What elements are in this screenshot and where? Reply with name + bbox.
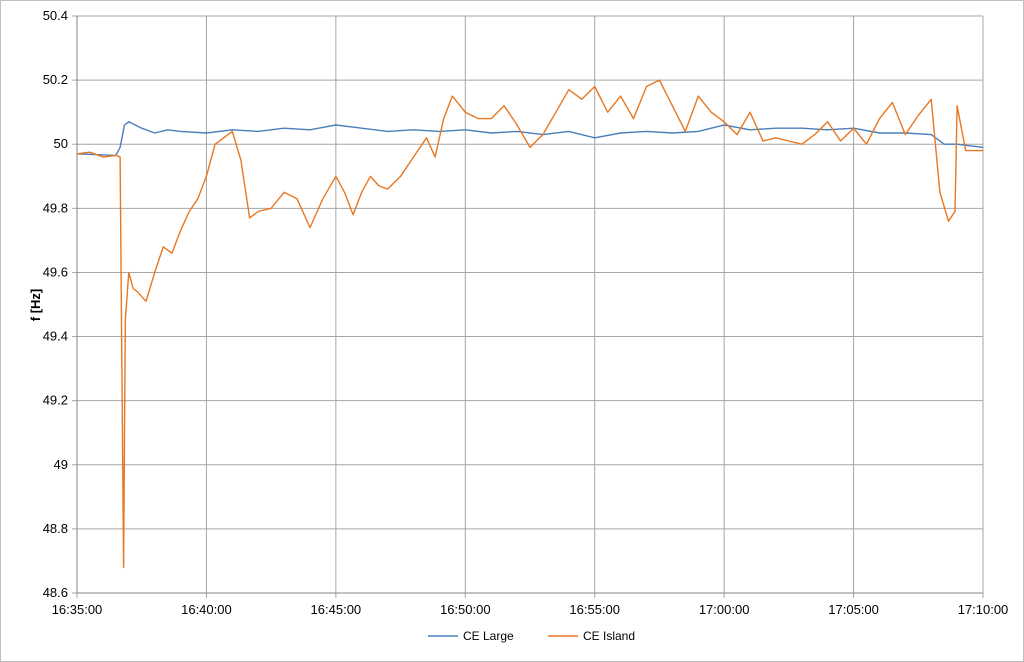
legend-label: CE Large (463, 629, 514, 643)
y-tick-label: 49.4 (43, 329, 68, 344)
x-axis-ticks: 16:35:00 16:40:00 16:45:00 16:50:00 16:55:00… (52, 602, 1009, 617)
y-tick-label: 49.6 (43, 264, 68, 279)
y-tick-label: 48.6 (43, 585, 68, 600)
x-tick-label: 16:50:00 (440, 602, 491, 617)
y-axis-label: f [Hz] (28, 289, 43, 322)
x-tick-label: 17:05:00 (828, 602, 879, 617)
series-line-ce-island (76, 79, 983, 569)
y-tick-label: 50.2 (43, 72, 68, 87)
x-tick-label: 16:35:00 (52, 602, 103, 617)
legend: CE Large CE Island (428, 629, 635, 643)
legend-label: CE Island (583, 629, 635, 643)
x-tick-label: 16:55:00 (569, 602, 620, 617)
y-tick-label: 49 (54, 457, 68, 472)
series-line-ce-large (76, 121, 984, 157)
x-tick-label: 17:00:00 (699, 602, 750, 617)
y-tick-label: 50.4 (43, 8, 68, 23)
x-tick-label: 17:10:00 (958, 602, 1009, 617)
y-axis-ticks: 48.6 48.8 49 49.2 49.4 49.6 49.8 50 50.2 50.4 (43, 8, 68, 600)
x-tick-label: 16:40:00 (181, 602, 232, 617)
series-lines (76, 79, 984, 569)
grid (72, 15, 984, 598)
y-tick-label: 48.8 (43, 521, 68, 536)
y-tick-label: 50 (54, 136, 68, 151)
y-tick-label: 49.2 (43, 393, 68, 408)
y-tick-label: 49.8 (43, 200, 68, 215)
x-tick-label: 16:45:00 (311, 602, 362, 617)
